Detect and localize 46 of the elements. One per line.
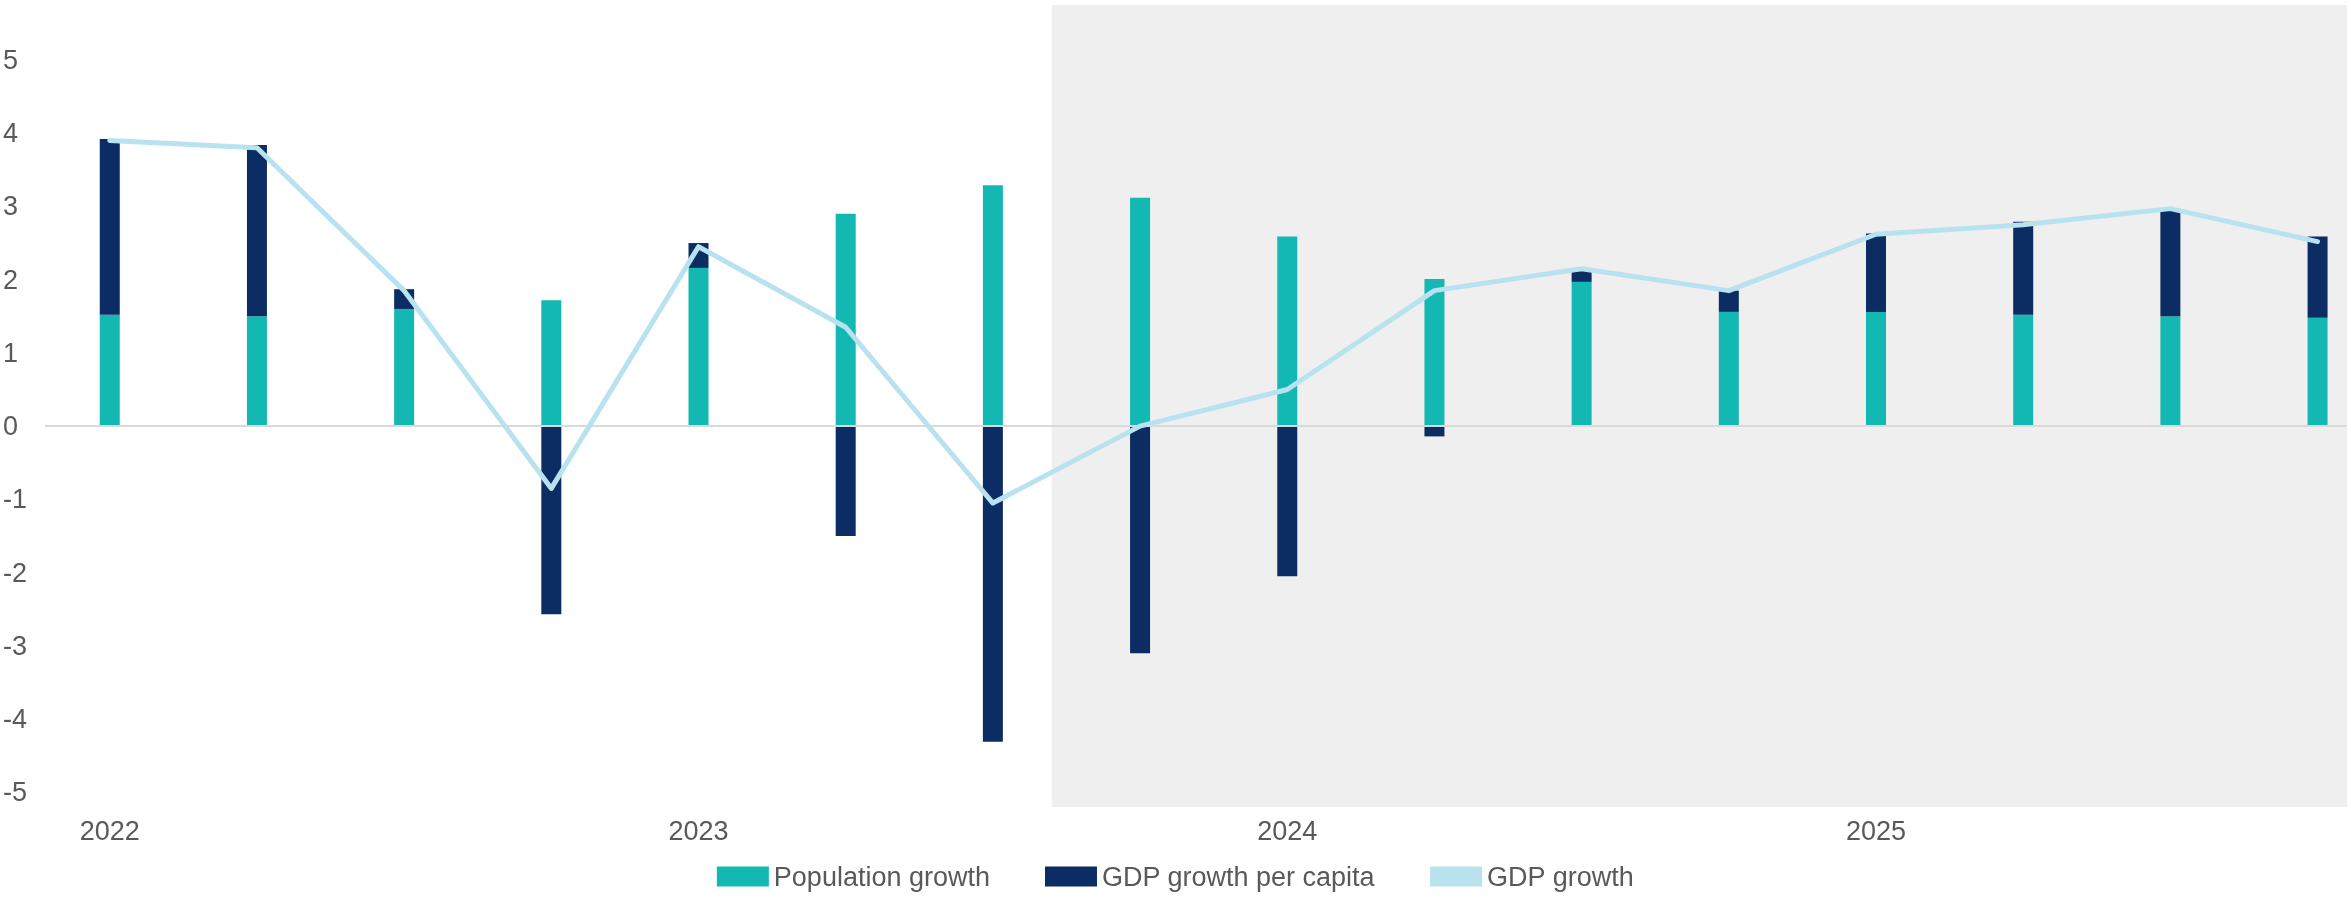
bar xyxy=(394,308,415,427)
bar xyxy=(541,426,562,615)
bar xyxy=(2013,314,2034,427)
bar xyxy=(1718,311,1739,427)
x-tick-label: 2023 xyxy=(668,815,729,846)
bar xyxy=(246,144,267,317)
legend-label: Population growth xyxy=(773,861,990,892)
bar xyxy=(2307,236,2328,318)
y-tick-label: 4 xyxy=(3,118,19,149)
y-tick-label: -3 xyxy=(3,630,28,661)
x-tick-label: 2024 xyxy=(1257,815,1318,846)
bar xyxy=(2160,209,2181,317)
bar xyxy=(1130,426,1151,654)
bar xyxy=(246,316,267,427)
y-tick-label: -5 xyxy=(3,777,28,808)
bar xyxy=(2013,221,2034,315)
y-tick-label: 5 xyxy=(3,44,19,75)
y-tick-label: 0 xyxy=(3,411,19,442)
bar xyxy=(835,213,856,427)
bar xyxy=(1130,197,1151,427)
legend-label: GDP growth per capita xyxy=(1101,861,1376,892)
y-tick-label: 3 xyxy=(3,191,19,222)
y-tick-label: -1 xyxy=(3,484,28,515)
bar xyxy=(835,426,856,536)
bar xyxy=(1718,290,1739,312)
bar xyxy=(982,426,1003,742)
bar xyxy=(99,314,120,427)
y-tick-label: 2 xyxy=(3,264,19,295)
x-tick-label: 2025 xyxy=(1845,815,1907,846)
y-tick-label: -4 xyxy=(3,704,28,735)
bar xyxy=(2160,316,2181,427)
y-tick-label: 1 xyxy=(3,337,19,368)
bar xyxy=(1866,311,1886,427)
bar xyxy=(1866,233,1886,312)
legend-label: GDP growth xyxy=(1487,861,1634,892)
x-tick-label: 2022 xyxy=(79,815,140,846)
bar xyxy=(99,139,120,315)
bar xyxy=(1571,281,1592,427)
bar xyxy=(541,300,562,427)
bar xyxy=(1277,236,1298,427)
bar xyxy=(982,185,1003,427)
y-tick-label: -2 xyxy=(3,557,28,588)
bar xyxy=(2307,317,2328,427)
bar xyxy=(1277,426,1298,577)
bar xyxy=(1424,278,1445,427)
bar xyxy=(688,267,709,427)
